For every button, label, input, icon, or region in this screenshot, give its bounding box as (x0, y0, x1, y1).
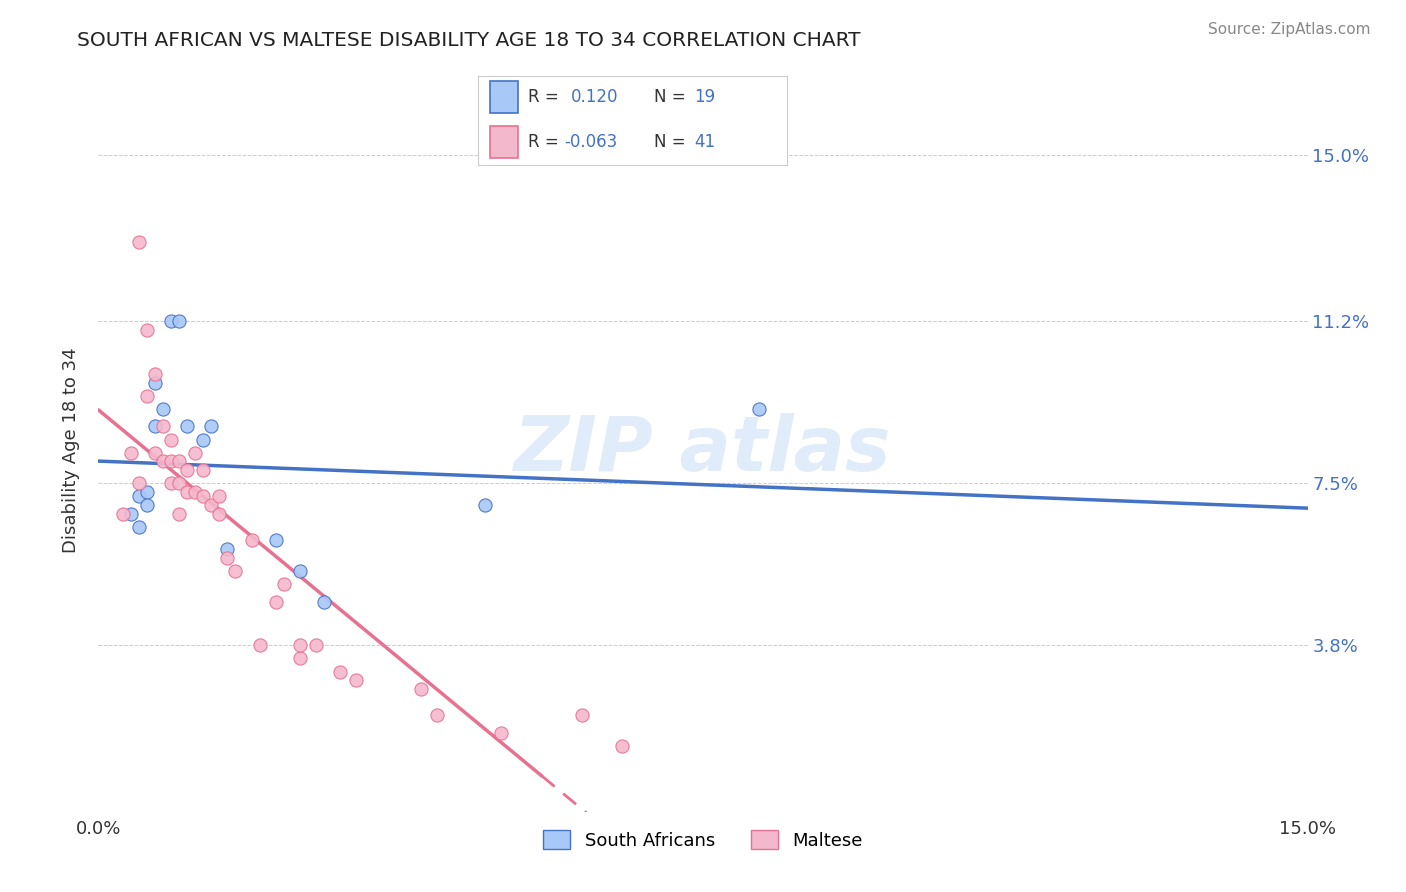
Point (491, 726, 513, 740)
Point (120, 507, 142, 521)
Point (135, 485, 157, 500)
Point (193, 490, 215, 504)
Text: 19: 19 (695, 88, 716, 106)
Point (249, 638, 271, 652)
Point (160, 476, 183, 491)
Point (217, 541, 239, 556)
Point (612, 739, 634, 753)
FancyBboxPatch shape (491, 81, 519, 113)
Point (200, 498, 222, 512)
Point (152, 454, 174, 468)
Point (128, 520, 150, 534)
Point (193, 433, 215, 447)
Text: 41: 41 (695, 133, 716, 151)
Point (111, 507, 134, 521)
Legend: South Africans, Maltese: South Africans, Maltese (536, 823, 870, 857)
Point (314, 594, 336, 608)
Point (409, 682, 432, 697)
Text: N =: N = (654, 88, 692, 106)
Point (143, 367, 166, 381)
Text: ZIP atlas: ZIP atlas (515, 414, 891, 487)
Point (128, 476, 150, 491)
Text: N =: N = (654, 133, 692, 151)
Point (571, 708, 593, 723)
Point (176, 485, 198, 500)
Point (143, 419, 166, 434)
Point (184, 485, 207, 500)
Point (152, 419, 174, 434)
Point (264, 594, 287, 608)
Text: Source: ZipAtlas.com: Source: ZipAtlas.com (1208, 22, 1371, 37)
Point (208, 507, 231, 521)
Point (135, 498, 157, 512)
Point (426, 708, 449, 723)
Point (288, 564, 311, 578)
Point (264, 533, 287, 548)
Point (128, 490, 150, 504)
Point (120, 445, 142, 459)
Point (193, 463, 215, 477)
Point (167, 314, 190, 328)
Text: 0.120: 0.120 (571, 88, 619, 106)
Point (152, 401, 174, 416)
Text: R =: R = (527, 88, 564, 106)
Point (344, 673, 367, 688)
Point (288, 651, 311, 665)
Point (143, 376, 166, 390)
Point (135, 389, 157, 403)
Point (288, 638, 311, 652)
Point (128, 235, 150, 250)
Point (474, 498, 496, 512)
Point (184, 445, 207, 459)
Text: -0.063: -0.063 (565, 133, 617, 151)
Point (143, 445, 166, 459)
Point (329, 665, 352, 679)
Point (176, 463, 198, 477)
Point (240, 533, 263, 548)
Point (217, 550, 239, 565)
Point (167, 476, 190, 491)
Point (208, 490, 231, 504)
FancyBboxPatch shape (491, 126, 519, 158)
Text: R =: R = (527, 133, 564, 151)
Point (176, 419, 198, 434)
Y-axis label: Disability Age 18 to 34: Disability Age 18 to 34 (62, 348, 80, 553)
Point (224, 564, 246, 578)
Point (160, 454, 183, 468)
Point (200, 419, 222, 434)
Point (160, 433, 183, 447)
Point (167, 454, 190, 468)
Point (305, 638, 328, 652)
Point (135, 323, 157, 337)
Point (748, 401, 770, 416)
Text: SOUTH AFRICAN VS MALTESE DISABILITY AGE 18 TO 34 CORRELATION CHART: SOUTH AFRICAN VS MALTESE DISABILITY AGE … (77, 31, 860, 50)
Point (160, 314, 183, 328)
Point (273, 577, 295, 591)
Point (167, 507, 190, 521)
